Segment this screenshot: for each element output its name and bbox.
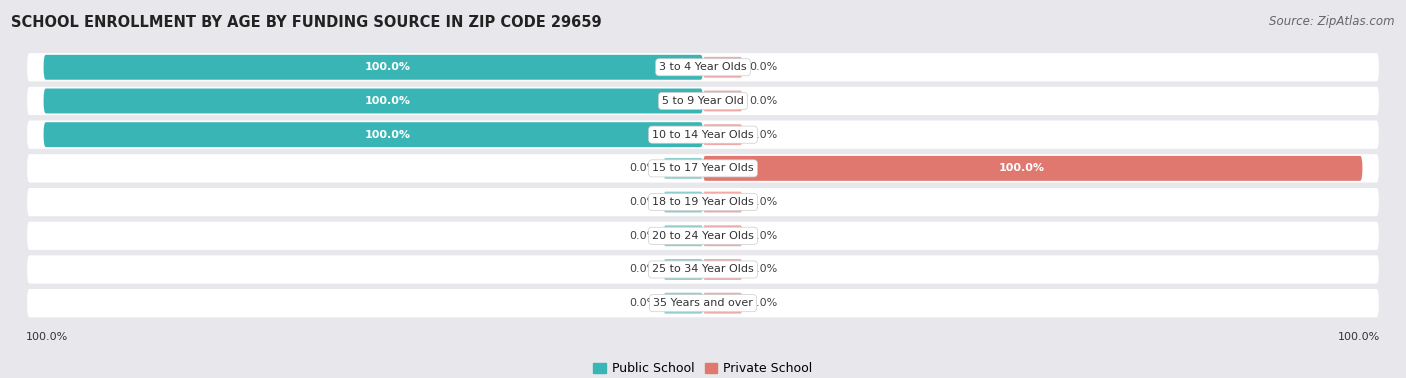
- Text: Source: ZipAtlas.com: Source: ZipAtlas.com: [1270, 15, 1395, 28]
- Text: 0.0%: 0.0%: [628, 298, 657, 308]
- Text: 0.0%: 0.0%: [749, 298, 778, 308]
- Text: 0.0%: 0.0%: [749, 265, 778, 274]
- Text: 100.0%: 100.0%: [366, 130, 411, 139]
- Legend: Public School, Private School: Public School, Private School: [588, 357, 818, 378]
- FancyBboxPatch shape: [664, 192, 703, 212]
- FancyBboxPatch shape: [664, 293, 703, 314]
- Text: 0.0%: 0.0%: [628, 197, 657, 207]
- FancyBboxPatch shape: [703, 90, 742, 112]
- FancyBboxPatch shape: [664, 225, 703, 246]
- FancyBboxPatch shape: [27, 188, 1379, 216]
- FancyBboxPatch shape: [664, 259, 703, 280]
- Text: 10 to 14 Year Olds: 10 to 14 Year Olds: [652, 130, 754, 139]
- FancyBboxPatch shape: [27, 121, 1379, 149]
- Text: 5 to 9 Year Old: 5 to 9 Year Old: [662, 96, 744, 106]
- Text: 35 Years and over: 35 Years and over: [652, 298, 754, 308]
- Text: 0.0%: 0.0%: [749, 197, 778, 207]
- Text: 15 to 17 Year Olds: 15 to 17 Year Olds: [652, 163, 754, 174]
- FancyBboxPatch shape: [44, 122, 703, 147]
- FancyBboxPatch shape: [27, 87, 1379, 115]
- Text: 0.0%: 0.0%: [749, 231, 778, 241]
- FancyBboxPatch shape: [27, 53, 1379, 81]
- Text: 0.0%: 0.0%: [628, 231, 657, 241]
- Text: 0.0%: 0.0%: [628, 163, 657, 174]
- Text: 100.0%: 100.0%: [366, 96, 411, 106]
- Text: SCHOOL ENROLLMENT BY AGE BY FUNDING SOURCE IN ZIP CODE 29659: SCHOOL ENROLLMENT BY AGE BY FUNDING SOUR…: [11, 15, 602, 30]
- FancyBboxPatch shape: [703, 192, 742, 212]
- Text: 0.0%: 0.0%: [749, 62, 778, 72]
- FancyBboxPatch shape: [44, 55, 703, 80]
- FancyBboxPatch shape: [664, 158, 703, 179]
- Text: 100.0%: 100.0%: [366, 62, 411, 72]
- Text: 20 to 24 Year Olds: 20 to 24 Year Olds: [652, 231, 754, 241]
- Text: 25 to 34 Year Olds: 25 to 34 Year Olds: [652, 265, 754, 274]
- FancyBboxPatch shape: [27, 255, 1379, 284]
- Text: 100.0%: 100.0%: [998, 163, 1045, 174]
- FancyBboxPatch shape: [703, 259, 742, 280]
- FancyBboxPatch shape: [703, 225, 742, 246]
- Text: 3 to 4 Year Olds: 3 to 4 Year Olds: [659, 62, 747, 72]
- FancyBboxPatch shape: [27, 154, 1379, 183]
- FancyBboxPatch shape: [703, 293, 742, 314]
- Text: 18 to 19 Year Olds: 18 to 19 Year Olds: [652, 197, 754, 207]
- FancyBboxPatch shape: [703, 156, 1362, 181]
- Text: 0.0%: 0.0%: [749, 130, 778, 139]
- FancyBboxPatch shape: [44, 88, 703, 113]
- Text: 0.0%: 0.0%: [628, 265, 657, 274]
- FancyBboxPatch shape: [27, 289, 1379, 317]
- FancyBboxPatch shape: [703, 57, 742, 78]
- FancyBboxPatch shape: [27, 222, 1379, 250]
- Text: 0.0%: 0.0%: [749, 96, 778, 106]
- FancyBboxPatch shape: [703, 124, 742, 145]
